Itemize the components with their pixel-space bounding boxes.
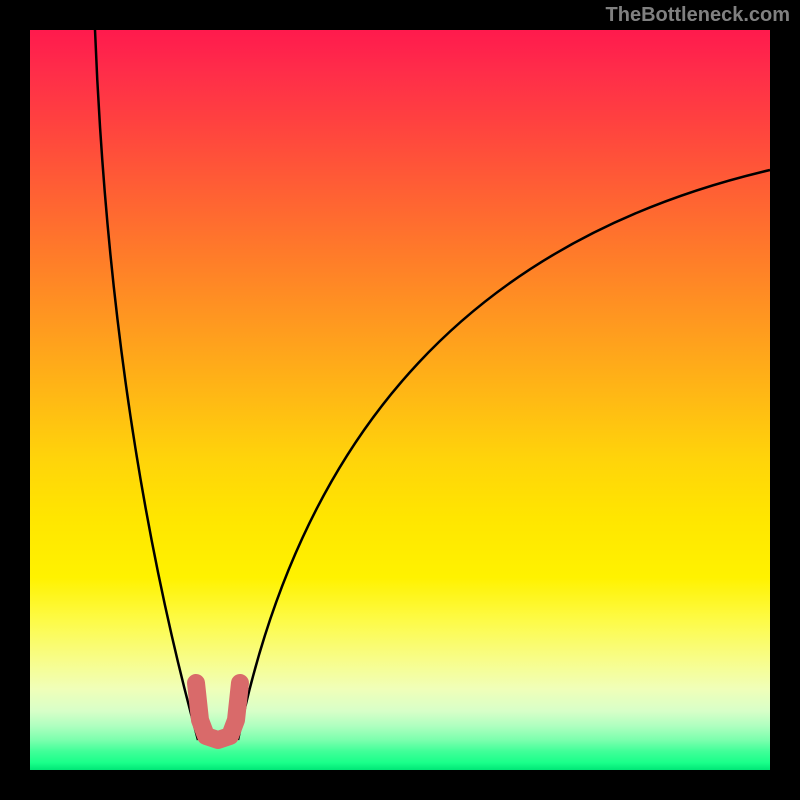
curve-overlay: [0, 0, 800, 800]
optimal-zone-marker: [196, 683, 240, 740]
chart-container: TheBottleneck.com: [0, 0, 800, 800]
watermark-text: TheBottleneck.com: [606, 4, 790, 27]
bottleneck-curve: [238, 170, 770, 740]
bottleneck-curve: [95, 30, 198, 740]
